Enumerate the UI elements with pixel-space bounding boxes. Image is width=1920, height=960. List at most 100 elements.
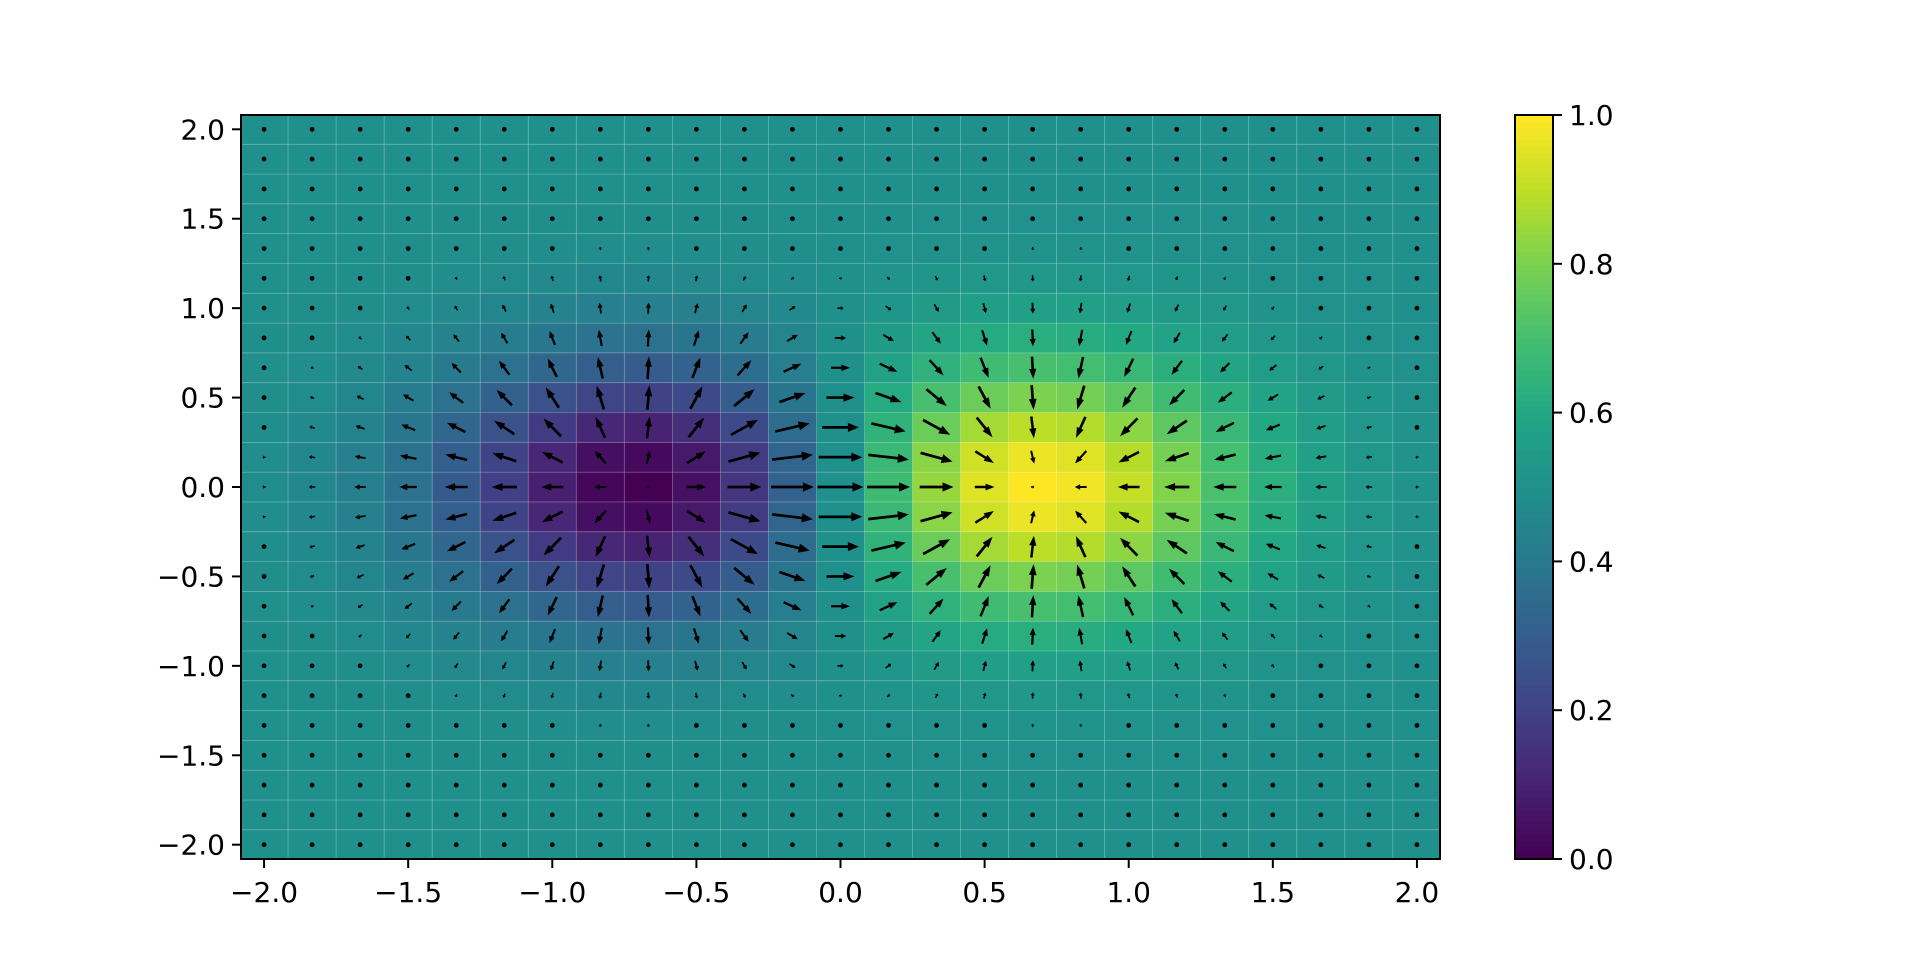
quiver-arrow	[549, 752, 555, 758]
quiver-arrow	[1366, 633, 1372, 639]
quiver-arrow	[399, 513, 417, 520]
colorbar-segment	[1515, 790, 1553, 798]
quiver-arrow	[790, 694, 794, 698]
quiver-arrow	[742, 216, 747, 222]
quiver-arrow	[875, 391, 902, 403]
quiver-arrow	[934, 216, 939, 222]
quiver-arrow	[309, 693, 315, 699]
quiver-arrow	[839, 693, 842, 698]
quiver-arrow	[1030, 692, 1035, 699]
quiver-arrow	[502, 276, 506, 281]
colorbar-segment	[1515, 257, 1553, 265]
quiver-arrow	[261, 693, 267, 699]
quiver-arrow	[783, 601, 802, 611]
quiver-arrow	[1414, 752, 1420, 758]
colorbar-segment	[1515, 684, 1553, 693]
quiver-arrow	[261, 156, 267, 162]
quiver-arrow	[1126, 275, 1131, 281]
quiver-arrow	[1318, 275, 1324, 281]
quiver-arrow	[736, 597, 752, 614]
quiver-arrow	[982, 660, 988, 672]
quiver-arrow	[1030, 842, 1036, 848]
quiver-arrow	[501, 186, 507, 192]
quiver-arrow	[981, 628, 988, 644]
colorbar-segment	[1515, 151, 1553, 159]
quiver-arrow	[357, 604, 363, 609]
quiver-arrow	[934, 752, 939, 758]
heatmap-cell	[1248, 531, 1298, 562]
quiver-arrow	[547, 358, 558, 378]
quiver-arrow	[934, 156, 939, 162]
quiver-arrow	[1222, 663, 1227, 669]
quiver-arrow	[790, 812, 795, 818]
colorbar-segment	[1515, 449, 1553, 457]
quiver-arrow	[597, 842, 603, 848]
quiver-arrow	[934, 842, 939, 848]
quiver-arrow	[981, 330, 988, 346]
x-tick-label: −2.0	[230, 876, 298, 909]
quiver-arrow	[1271, 664, 1275, 668]
quiver-arrow	[453, 156, 459, 162]
quiver-arrow	[501, 782, 507, 788]
quiver-arrow	[982, 275, 987, 282]
quiver-arrow	[547, 596, 558, 616]
quiver-arrow	[1078, 782, 1084, 788]
quiver-arrow	[492, 511, 517, 521]
quiver-arrow	[261, 424, 267, 430]
quiver-arrow	[447, 540, 466, 552]
quiver-arrow	[867, 482, 910, 492]
quiver-arrow	[1365, 514, 1373, 519]
quiver-arrow	[1220, 362, 1231, 373]
quiver-arrow	[1215, 542, 1235, 553]
quiver-arrow	[357, 156, 363, 162]
quiver-arrow	[261, 633, 267, 639]
x-tick-label: 2.0	[1395, 876, 1440, 909]
quiver-arrow	[1126, 156, 1132, 162]
colorbar-segment	[1515, 746, 1553, 755]
colorbar-segment	[1515, 697, 1553, 705]
quiver-arrow	[931, 331, 941, 344]
quiver-arrow	[1174, 156, 1180, 162]
colorbar-segment	[1515, 498, 1553, 507]
quiver-arrow	[597, 329, 604, 347]
quiver-arrow	[261, 842, 267, 848]
quiver-arrow	[1122, 386, 1137, 408]
quiver-arrow	[644, 595, 652, 618]
quiver-arrow	[920, 510, 953, 523]
quiver-arrow	[1124, 597, 1135, 616]
quiver-arrow	[779, 570, 806, 582]
quiver-arrow	[549, 812, 555, 818]
quiver-arrow	[934, 186, 939, 192]
colorbar-segment	[1515, 604, 1553, 612]
quiver-arrow	[356, 395, 364, 400]
quiver-arrow	[1030, 450, 1036, 464]
quiver-arrow	[790, 782, 795, 788]
quiver-arrow	[309, 186, 315, 192]
colorbar-segment	[1515, 281, 1553, 290]
colorbar-tick-label: 0.0	[1569, 843, 1614, 876]
colorbar-segment	[1515, 207, 1553, 215]
quiver-arrow	[598, 692, 603, 699]
quiver-arrow	[1120, 537, 1139, 557]
quiver-arrow	[262, 485, 266, 489]
colorbar-segment	[1515, 474, 1553, 482]
quiver-arrow	[1222, 305, 1227, 311]
quiver-arrow	[1126, 246, 1132, 251]
quiver-arrow	[501, 156, 507, 162]
quiver-arrow	[818, 512, 863, 522]
quiver-arrow	[357, 126, 363, 132]
quiver-arrow	[979, 596, 989, 617]
quiver-arrow	[689, 386, 703, 410]
y-tick-label: 2.0	[180, 113, 225, 146]
quiver-arrow	[733, 566, 755, 585]
x-tick-label: −1.5	[374, 876, 442, 909]
quiver-arrow	[886, 782, 891, 788]
quiver-arrow	[261, 812, 267, 818]
quiver-arrow	[1078, 724, 1083, 727]
colorbar-tick-label: 0.4	[1569, 545, 1614, 578]
quiver-arrow	[739, 332, 749, 345]
heatmap-cell	[960, 173, 1010, 205]
quiver-arrow	[982, 156, 988, 162]
colorbar-tick-label: 0.8	[1569, 248, 1614, 281]
quiver-arrow	[406, 664, 410, 668]
